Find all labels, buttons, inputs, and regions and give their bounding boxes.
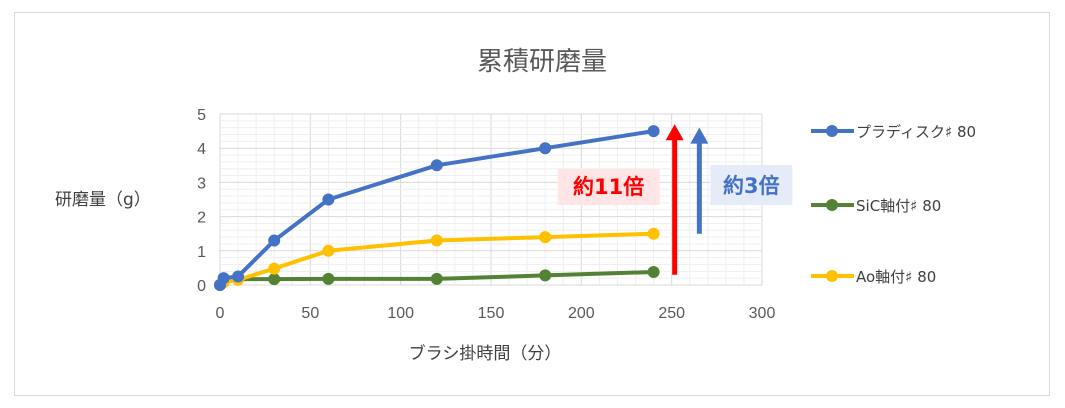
x-tick-label: 150: [478, 305, 505, 322]
data-point: [647, 266, 660, 279]
series-layer: [214, 125, 660, 291]
legend-marker: [826, 270, 838, 282]
x-axis-label: ブラシ掛時間（分）: [409, 343, 562, 364]
data-point: [430, 159, 443, 172]
data-point: [322, 244, 335, 257]
series-0: [214, 125, 660, 291]
legend-label: SiC軸付♯ 80: [856, 197, 941, 215]
x-tick-label: 200: [568, 305, 595, 322]
x-tick-label: 100: [387, 305, 414, 322]
legend-marker: [826, 199, 838, 211]
y-axis-ticks: 0 1 2 3 4 5: [197, 107, 206, 295]
data-point: [322, 272, 335, 285]
annotation-layer: 約11倍 約3倍: [557, 124, 793, 275]
x-axis-ticks: 0 50 100 150 200 250 300: [216, 305, 776, 322]
data-point: [430, 234, 443, 247]
x-tick-label: 300: [749, 305, 776, 322]
data-point: [539, 269, 552, 282]
data-point: [539, 142, 552, 155]
y-tick-label: 1: [197, 244, 206, 261]
data-point: [268, 273, 281, 286]
data-point: [430, 272, 443, 285]
legend: プラディスク♯ 80 SiC軸付♯ 80 Ao軸付♯ 80: [811, 123, 976, 286]
data-point: [232, 270, 245, 283]
y-tick-label: 4: [197, 141, 206, 158]
annotation-text-blue: 約3倍: [723, 174, 780, 198]
legend-item-2: Ao軸付♯ 80: [811, 268, 936, 286]
legend-label: プラディスク♯ 80: [856, 123, 976, 141]
x-tick-label: 0: [216, 305, 225, 322]
annotation-box-red: [557, 169, 660, 205]
legend-item-1: SiC軸付♯ 80: [811, 197, 941, 215]
annotation-box-blue: [710, 165, 793, 205]
annotation-text-red: 約11倍: [573, 175, 644, 199]
data-point: [268, 234, 281, 247]
y-tick-label: 0: [197, 278, 206, 295]
data-point: [268, 262, 281, 275]
x-tick-label: 50: [301, 305, 319, 322]
y-tick-label: 3: [197, 175, 206, 192]
y-tick-label: 5: [197, 107, 206, 124]
line-chart: 累積研磨量 0 1 2 3 4 5 0 50 100 150 200 250 300 研磨量（g） ブ…: [55, 47, 976, 364]
x-tick-label: 250: [658, 305, 685, 322]
data-point: [647, 125, 660, 138]
chart-title: 累積研磨量: [477, 47, 607, 77]
legend-marker: [826, 125, 838, 137]
data-point: [217, 272, 230, 285]
blue-arrow-head: [690, 127, 709, 144]
y-tick-label: 2: [197, 210, 206, 227]
legend-item-0: プラディスク♯ 80: [811, 123, 976, 141]
data-point: [647, 227, 660, 240]
red-arrow-head: [665, 124, 684, 141]
legend-label: Ao軸付♯ 80: [856, 268, 936, 286]
y-axis-label: 研磨量（g）: [55, 190, 151, 210]
data-point: [539, 231, 552, 244]
data-point: [322, 193, 335, 206]
chart-frame: 累積研磨量 0 1 2 3 4 5 0 50 100 150 200 250 300 研磨量（g） ブ…: [14, 12, 1050, 396]
